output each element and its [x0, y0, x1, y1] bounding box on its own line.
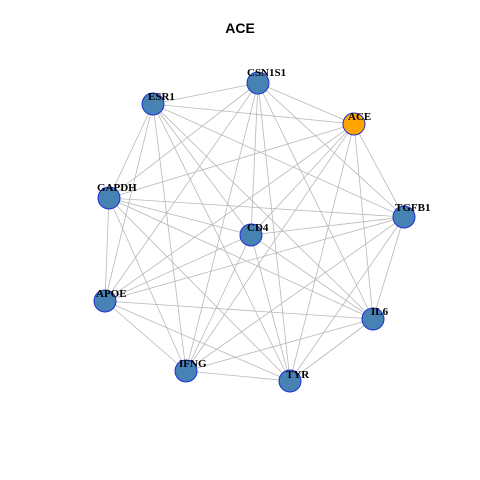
edge-cd4-tyr: [250, 234, 291, 382]
node-label-ace: ACE: [348, 111, 371, 123]
edge-gapdh-cd4: [108, 197, 252, 236]
node-circle-ace: [342, 112, 366, 136]
node-layer: CSN1S1 ESR1 ACE GAPDH TGFB1 CD4 APOE IL6 IFNG TYR: [93, 67, 430, 393]
edge-esr1-il6: [152, 103, 374, 320]
edge-cd4-ifng: [185, 234, 252, 372]
edge-gapdh-apoe: [104, 197, 110, 302]
node-circle-tgfb1: [392, 205, 416, 229]
edge-cd4-il6: [250, 234, 374, 320]
node-label-il6: IL6: [371, 306, 389, 318]
node-label-tyr: TYR: [286, 369, 310, 381]
node-circle-cd4: [239, 223, 263, 247]
edge-gapdh-il6: [108, 197, 374, 320]
node-circle-esr1: [141, 92, 165, 116]
edge-ace-gapdh: [108, 123, 355, 199]
node-circle-apoe: [93, 289, 117, 313]
graph-title: ACE: [225, 20, 255, 36]
edge-csn1s1-cd4: [250, 82, 259, 236]
edge-csn1s1-il6: [257, 82, 374, 320]
edge-ace-ifng: [185, 123, 355, 372]
edge-cd4-apoe: [104, 234, 252, 302]
edge-esr1-ifng: [152, 103, 187, 372]
edge-esr1-gapdh: [108, 103, 154, 199]
edge-apoe-il6: [104, 300, 374, 320]
node-label-esr1: ESR1: [148, 91, 175, 103]
node-il6: IL6: [361, 306, 389, 331]
node-csn1s1: CSN1S1: [246, 67, 286, 95]
node-ace: ACE: [342, 111, 371, 136]
node-circle-csn1s1: [246, 71, 270, 95]
node-tgfb1: TGFB1: [392, 202, 430, 229]
node-label-gapdh: GAPDH: [97, 182, 137, 194]
node-apoe: APOE: [93, 288, 127, 313]
edge-apoe-ifng: [104, 300, 187, 372]
edge-tgfb1-apoe: [104, 216, 405, 302]
node-tyr: TYR: [278, 369, 310, 393]
node-circle-tyr: [278, 369, 302, 393]
edge-csn1s1-apoe: [104, 82, 259, 302]
edge-tgfb1-tyr: [289, 216, 405, 382]
edge-ace-apoe: [104, 123, 355, 302]
edge-esr1-tyr: [152, 103, 291, 382]
node-label-tgfb1: TGFB1: [395, 202, 430, 214]
node-gapdh: GAPDH: [97, 182, 137, 210]
edge-tgfb1-ifng: [185, 216, 405, 372]
edge-esr1-tgfb1: [152, 103, 405, 218]
node-esr1: ESR1: [141, 91, 175, 116]
node-label-ifng: IFNG: [179, 358, 207, 370]
edge-csn1s1-ifng: [185, 82, 259, 372]
node-label-apoe: APOE: [96, 288, 127, 300]
edge-ace-tyr: [289, 123, 355, 382]
edge-layer: [104, 82, 405, 382]
edge-ifng-tyr: [185, 370, 291, 382]
edge-esr1-ace: [152, 103, 355, 125]
node-cd4: CD4: [239, 222, 269, 247]
edge-esr1-apoe: [104, 103, 154, 302]
node-label-cd4: CD4: [247, 222, 269, 234]
edge-csn1s1-gapdh: [108, 82, 259, 199]
edge-esr1-csn1s1: [152, 82, 259, 105]
edge-tgfb1-il6: [372, 216, 405, 320]
node-circle-ifng: [174, 359, 198, 383]
node-circle-il6: [361, 307, 385, 331]
node-label-csn1s1: CSN1S1: [247, 67, 286, 79]
edge-gapdh-tgfb1: [108, 197, 405, 218]
edge-csn1s1-ace: [257, 82, 355, 125]
edge-ifng-il6: [185, 318, 374, 372]
node-circle-gapdh: [97, 186, 121, 210]
node-ifng: IFNG: [174, 358, 207, 383]
edge-tyr-il6: [289, 318, 374, 382]
edge-tgfb1-cd4: [250, 216, 405, 236]
edge-apoe-tyr: [104, 300, 291, 382]
edge-ace-cd4: [250, 123, 355, 236]
edge-gapdh-ifng: [108, 197, 187, 372]
edge-csn1s1-tgfb1: [257, 82, 405, 218]
edge-ace-tgfb1: [353, 123, 405, 218]
